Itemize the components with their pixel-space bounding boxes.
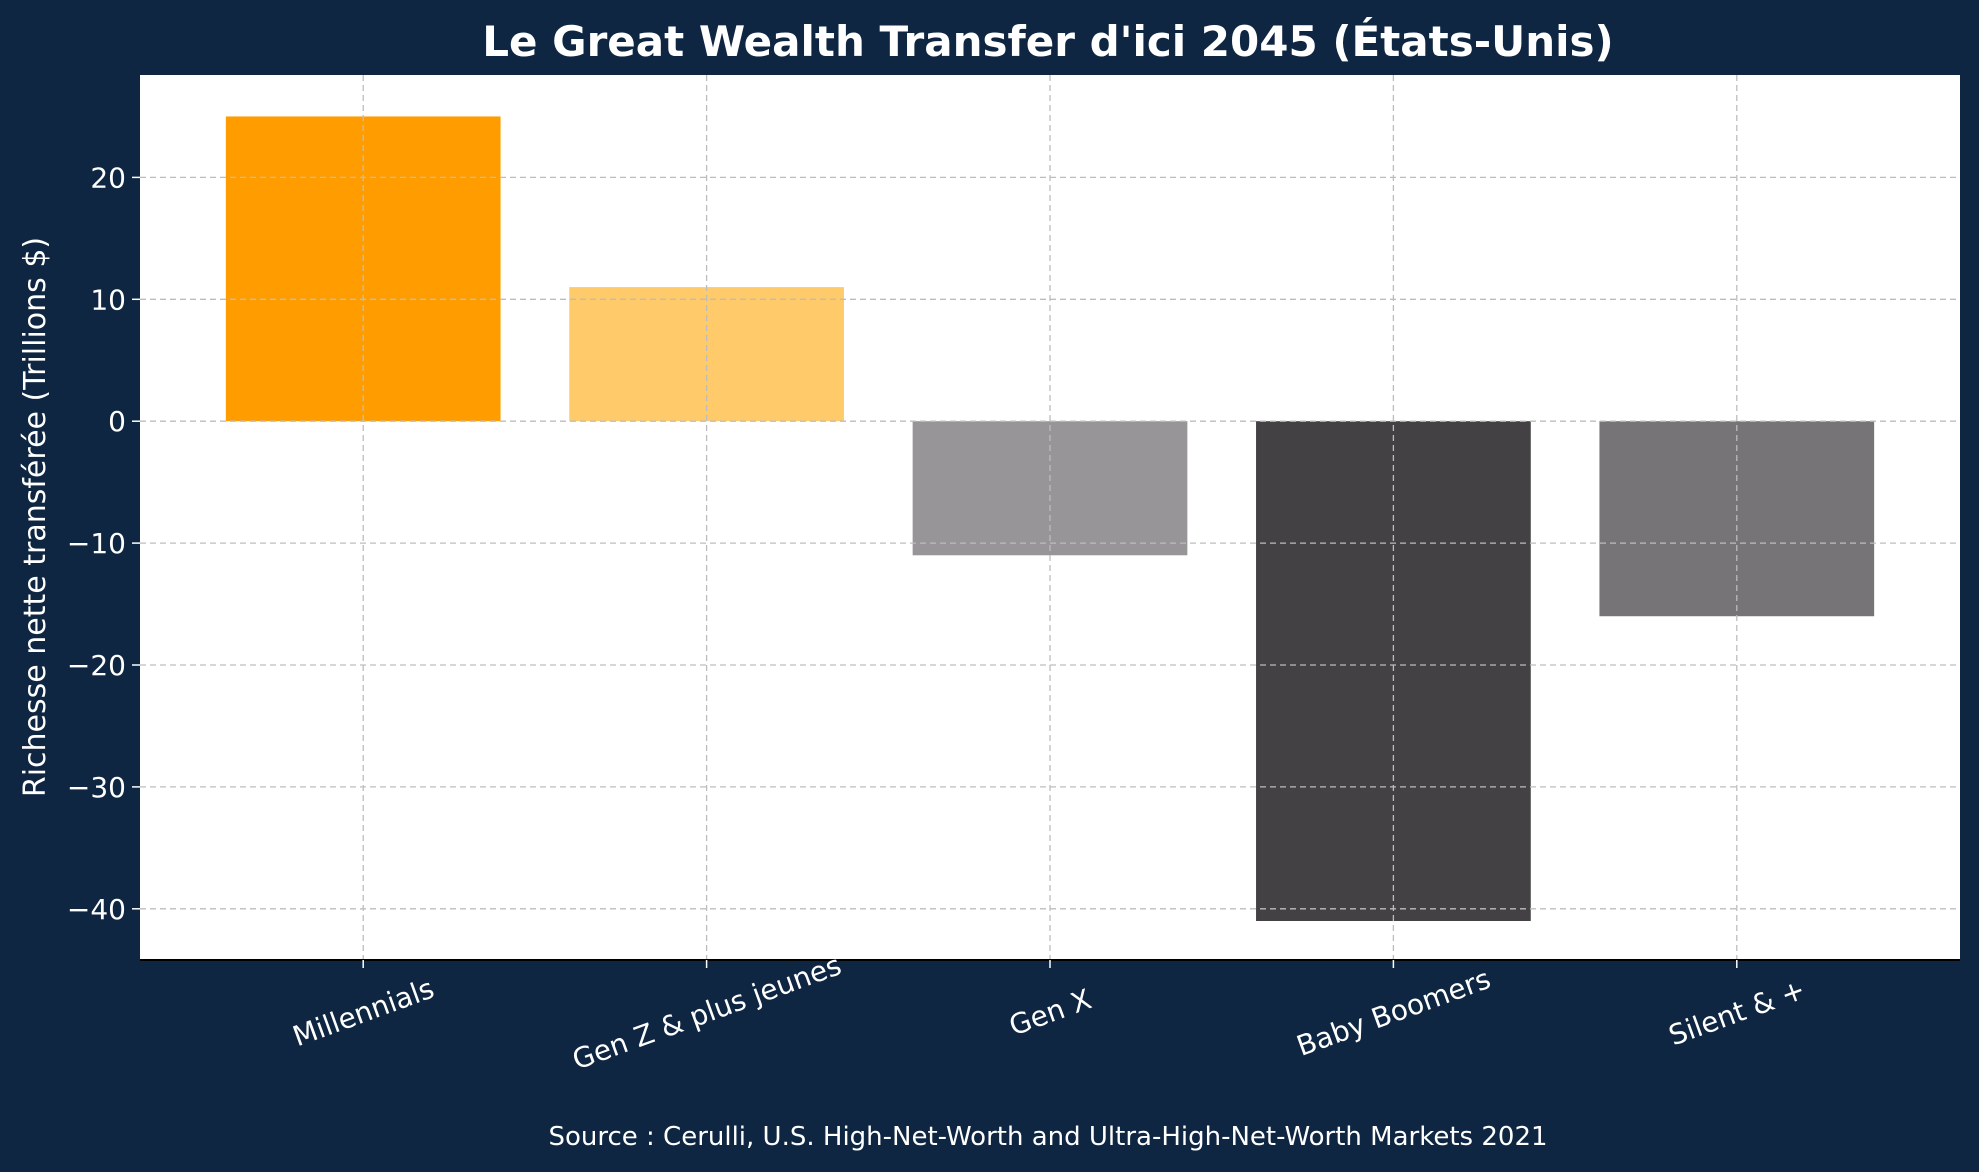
y-tick-label: −30 bbox=[67, 771, 126, 804]
x-tick-label: Baby Boomers bbox=[1292, 962, 1495, 1063]
y-tick-label: 0 bbox=[108, 405, 126, 438]
source-note: Source : Cerulli, U.S. High-Net-Worth an… bbox=[548, 1122, 1547, 1152]
y-tick-label: 10 bbox=[90, 283, 126, 316]
y-tick-label: −40 bbox=[67, 893, 126, 926]
x-tick-label: Silent & + bbox=[1664, 973, 1809, 1053]
y-tick-label: −20 bbox=[67, 649, 126, 682]
x-tick-label: Millennials bbox=[288, 972, 438, 1053]
y-tick-label: −10 bbox=[67, 527, 126, 560]
y-tick-label: 20 bbox=[90, 161, 126, 194]
grid bbox=[140, 75, 1960, 960]
x-tick-label: Gen X bbox=[1005, 982, 1096, 1042]
chart-title: Le Great Wealth Transfer d'ici 2045 (Éta… bbox=[482, 16, 1613, 66]
x-axis: Millennials Gen Z & plus jeunes Gen X Baby … bbox=[288, 948, 1809, 1076]
y-axis: 20 10 0 −10 −20 −30 −40 bbox=[67, 161, 140, 926]
y-axis-label: Richesse nette transférée (Trillions $) bbox=[18, 237, 53, 797]
